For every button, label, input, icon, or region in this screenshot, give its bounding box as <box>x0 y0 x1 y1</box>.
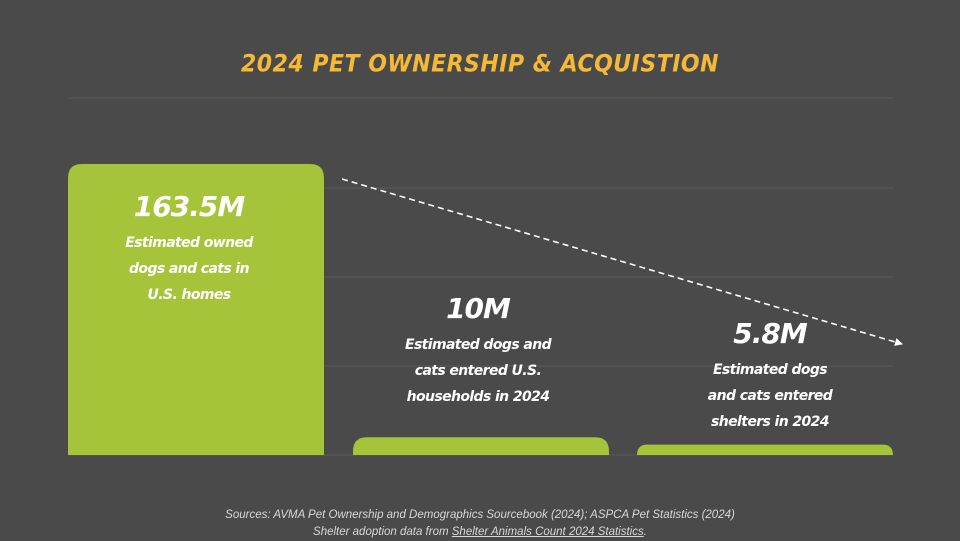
description-line: shelters in 2024 <box>711 414 829 430</box>
description-line: cats entered U.S. <box>415 363 541 379</box>
bars <box>68 164 893 455</box>
sources-footer: Sources: AVMA Pet Ownership and Demograp… <box>0 507 960 541</box>
bar-labels: 163.5M Estimated owned dogs and cats in U.S… <box>125 190 834 430</box>
description-line: Estimated dogs and <box>405 337 553 353</box>
bar <box>353 437 609 455</box>
value-label: 10M <box>446 292 511 325</box>
bar <box>637 444 893 455</box>
value-label: 5.8M <box>733 317 808 350</box>
trend-arrow <box>341 178 903 346</box>
shelter-animals-count-link[interactable]: Shelter Animals Count 2024 Statistics <box>451 526 644 538</box>
description-line: U.S. homes <box>148 287 231 303</box>
value-label: 163.5M <box>134 190 246 223</box>
shelter-source-line: Shelter adoption data from Shelter Anima… <box>0 524 960 541</box>
description-line: Estimated owned <box>125 235 254 251</box>
chart-title: 2024 PET OWNERSHIP & ACQUISTION <box>240 51 720 78</box>
description-line: Estimated dogs <box>713 362 827 378</box>
bar <box>68 164 324 455</box>
description-line: dogs and cats in <box>129 261 250 277</box>
sources-line: Sources: AVMA Pet Ownership and Demograp… <box>225 509 735 521</box>
description-line: and cats entered <box>708 388 834 404</box>
shelter-source-prefix: Shelter adoption data from <box>313 526 452 538</box>
trend-arrow-group <box>341 178 903 346</box>
shelter-source-suffix: . <box>643 526 647 538</box>
description-line: households in 2024 <box>407 389 550 405</box>
